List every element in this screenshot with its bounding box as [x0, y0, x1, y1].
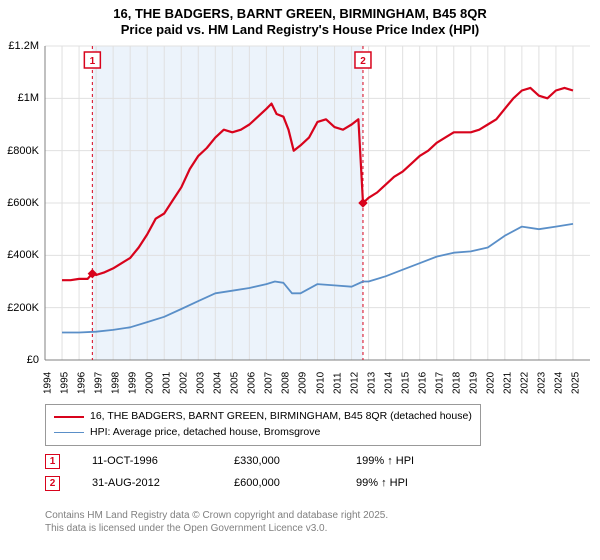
svg-text:1: 1 — [90, 56, 96, 67]
x-tick-label: 2014 — [383, 372, 394, 394]
legend-swatch-hpi — [54, 432, 84, 433]
transaction-date: 31-AUG-2012 — [92, 477, 202, 489]
x-tick-label: 2000 — [145, 372, 156, 394]
x-tick-label: 2004 — [213, 372, 224, 394]
transaction-date: 11-OCT-1996 — [92, 455, 202, 467]
y-tick-label: £400K — [0, 249, 39, 261]
x-tick-label: 2016 — [417, 372, 428, 394]
x-tick-label: 2011 — [332, 372, 343, 394]
x-tick-label: 2009 — [298, 372, 309, 394]
x-tick-label: 1999 — [128, 372, 139, 394]
x-tick-label: 1995 — [60, 372, 71, 394]
transaction-hpi: 99% ↑ HPI — [356, 477, 446, 489]
x-tick-label: 2007 — [264, 372, 275, 394]
x-tick-label: 2002 — [179, 372, 190, 394]
legend-row-price-paid: 16, THE BADGERS, BARNT GREEN, BIRMINGHAM… — [54, 409, 472, 425]
legend-swatch-price-paid — [54, 416, 84, 418]
x-tick-label: 2005 — [230, 372, 241, 394]
x-tick-label: 1996 — [77, 372, 88, 394]
svg-text:2: 2 — [360, 56, 366, 67]
x-tick-label: 2018 — [451, 372, 462, 394]
x-tick-label: 1994 — [43, 372, 54, 394]
x-tick-label: 2012 — [349, 372, 360, 394]
transaction-marker: 2 — [45, 476, 60, 491]
legend-label-price-paid: 16, THE BADGERS, BARNT GREEN, BIRMINGHAM… — [90, 409, 472, 425]
y-tick-label: £200K — [0, 302, 39, 314]
transaction-price: £330,000 — [234, 455, 324, 467]
y-tick-label: £1M — [0, 92, 39, 104]
x-tick-label: 2013 — [366, 372, 377, 394]
legend-label-hpi: HPI: Average price, detached house, Brom… — [90, 425, 320, 441]
attribution-line2: This data is licensed under the Open Gov… — [45, 523, 388, 536]
x-tick-label: 2015 — [400, 372, 411, 394]
x-tick-label: 2022 — [519, 372, 530, 394]
x-tick-label: 2024 — [553, 372, 564, 394]
transaction-price: £600,000 — [234, 477, 324, 489]
x-tick-label: 2019 — [468, 372, 479, 394]
x-tick-label: 2010 — [315, 372, 326, 394]
chart-legend: 16, THE BADGERS, BARNT GREEN, BIRMINGHAM… — [45, 404, 481, 446]
x-tick-label: 2001 — [162, 372, 173, 394]
x-tick-label: 2021 — [502, 372, 513, 394]
transaction-row: 1 11-OCT-1996 £330,000 199% ↑ HPI — [45, 450, 446, 472]
y-tick-label: £1.2M — [0, 40, 39, 52]
legend-row-hpi: HPI: Average price, detached house, Brom… — [54, 425, 472, 441]
x-tick-label: 2020 — [485, 372, 496, 394]
y-tick-label: £800K — [0, 145, 39, 157]
price-chart: 12 — [0, 0, 600, 420]
transaction-marker: 1 — [45, 454, 60, 469]
x-tick-label: 2006 — [247, 372, 258, 394]
x-tick-label: 2023 — [536, 372, 547, 394]
x-tick-label: 2008 — [281, 372, 292, 394]
y-tick-label: £600K — [0, 197, 39, 209]
x-tick-label: 2003 — [196, 372, 207, 394]
x-tick-label: 2025 — [570, 372, 581, 394]
y-tick-label: £0 — [0, 354, 39, 366]
attribution-line1: Contains HM Land Registry data © Crown c… — [45, 510, 388, 523]
transaction-row: 2 31-AUG-2012 £600,000 99% ↑ HPI — [45, 472, 446, 494]
x-tick-label: 1997 — [94, 372, 105, 394]
x-tick-label: 1998 — [111, 372, 122, 394]
x-tick-label: 2017 — [434, 372, 445, 394]
attribution-text: Contains HM Land Registry data © Crown c… — [45, 510, 388, 535]
transactions-table: 1 11-OCT-1996 £330,000 199% ↑ HPI 2 31-AUG-20… — [45, 450, 446, 494]
transaction-hpi: 199% ↑ HPI — [356, 455, 446, 467]
